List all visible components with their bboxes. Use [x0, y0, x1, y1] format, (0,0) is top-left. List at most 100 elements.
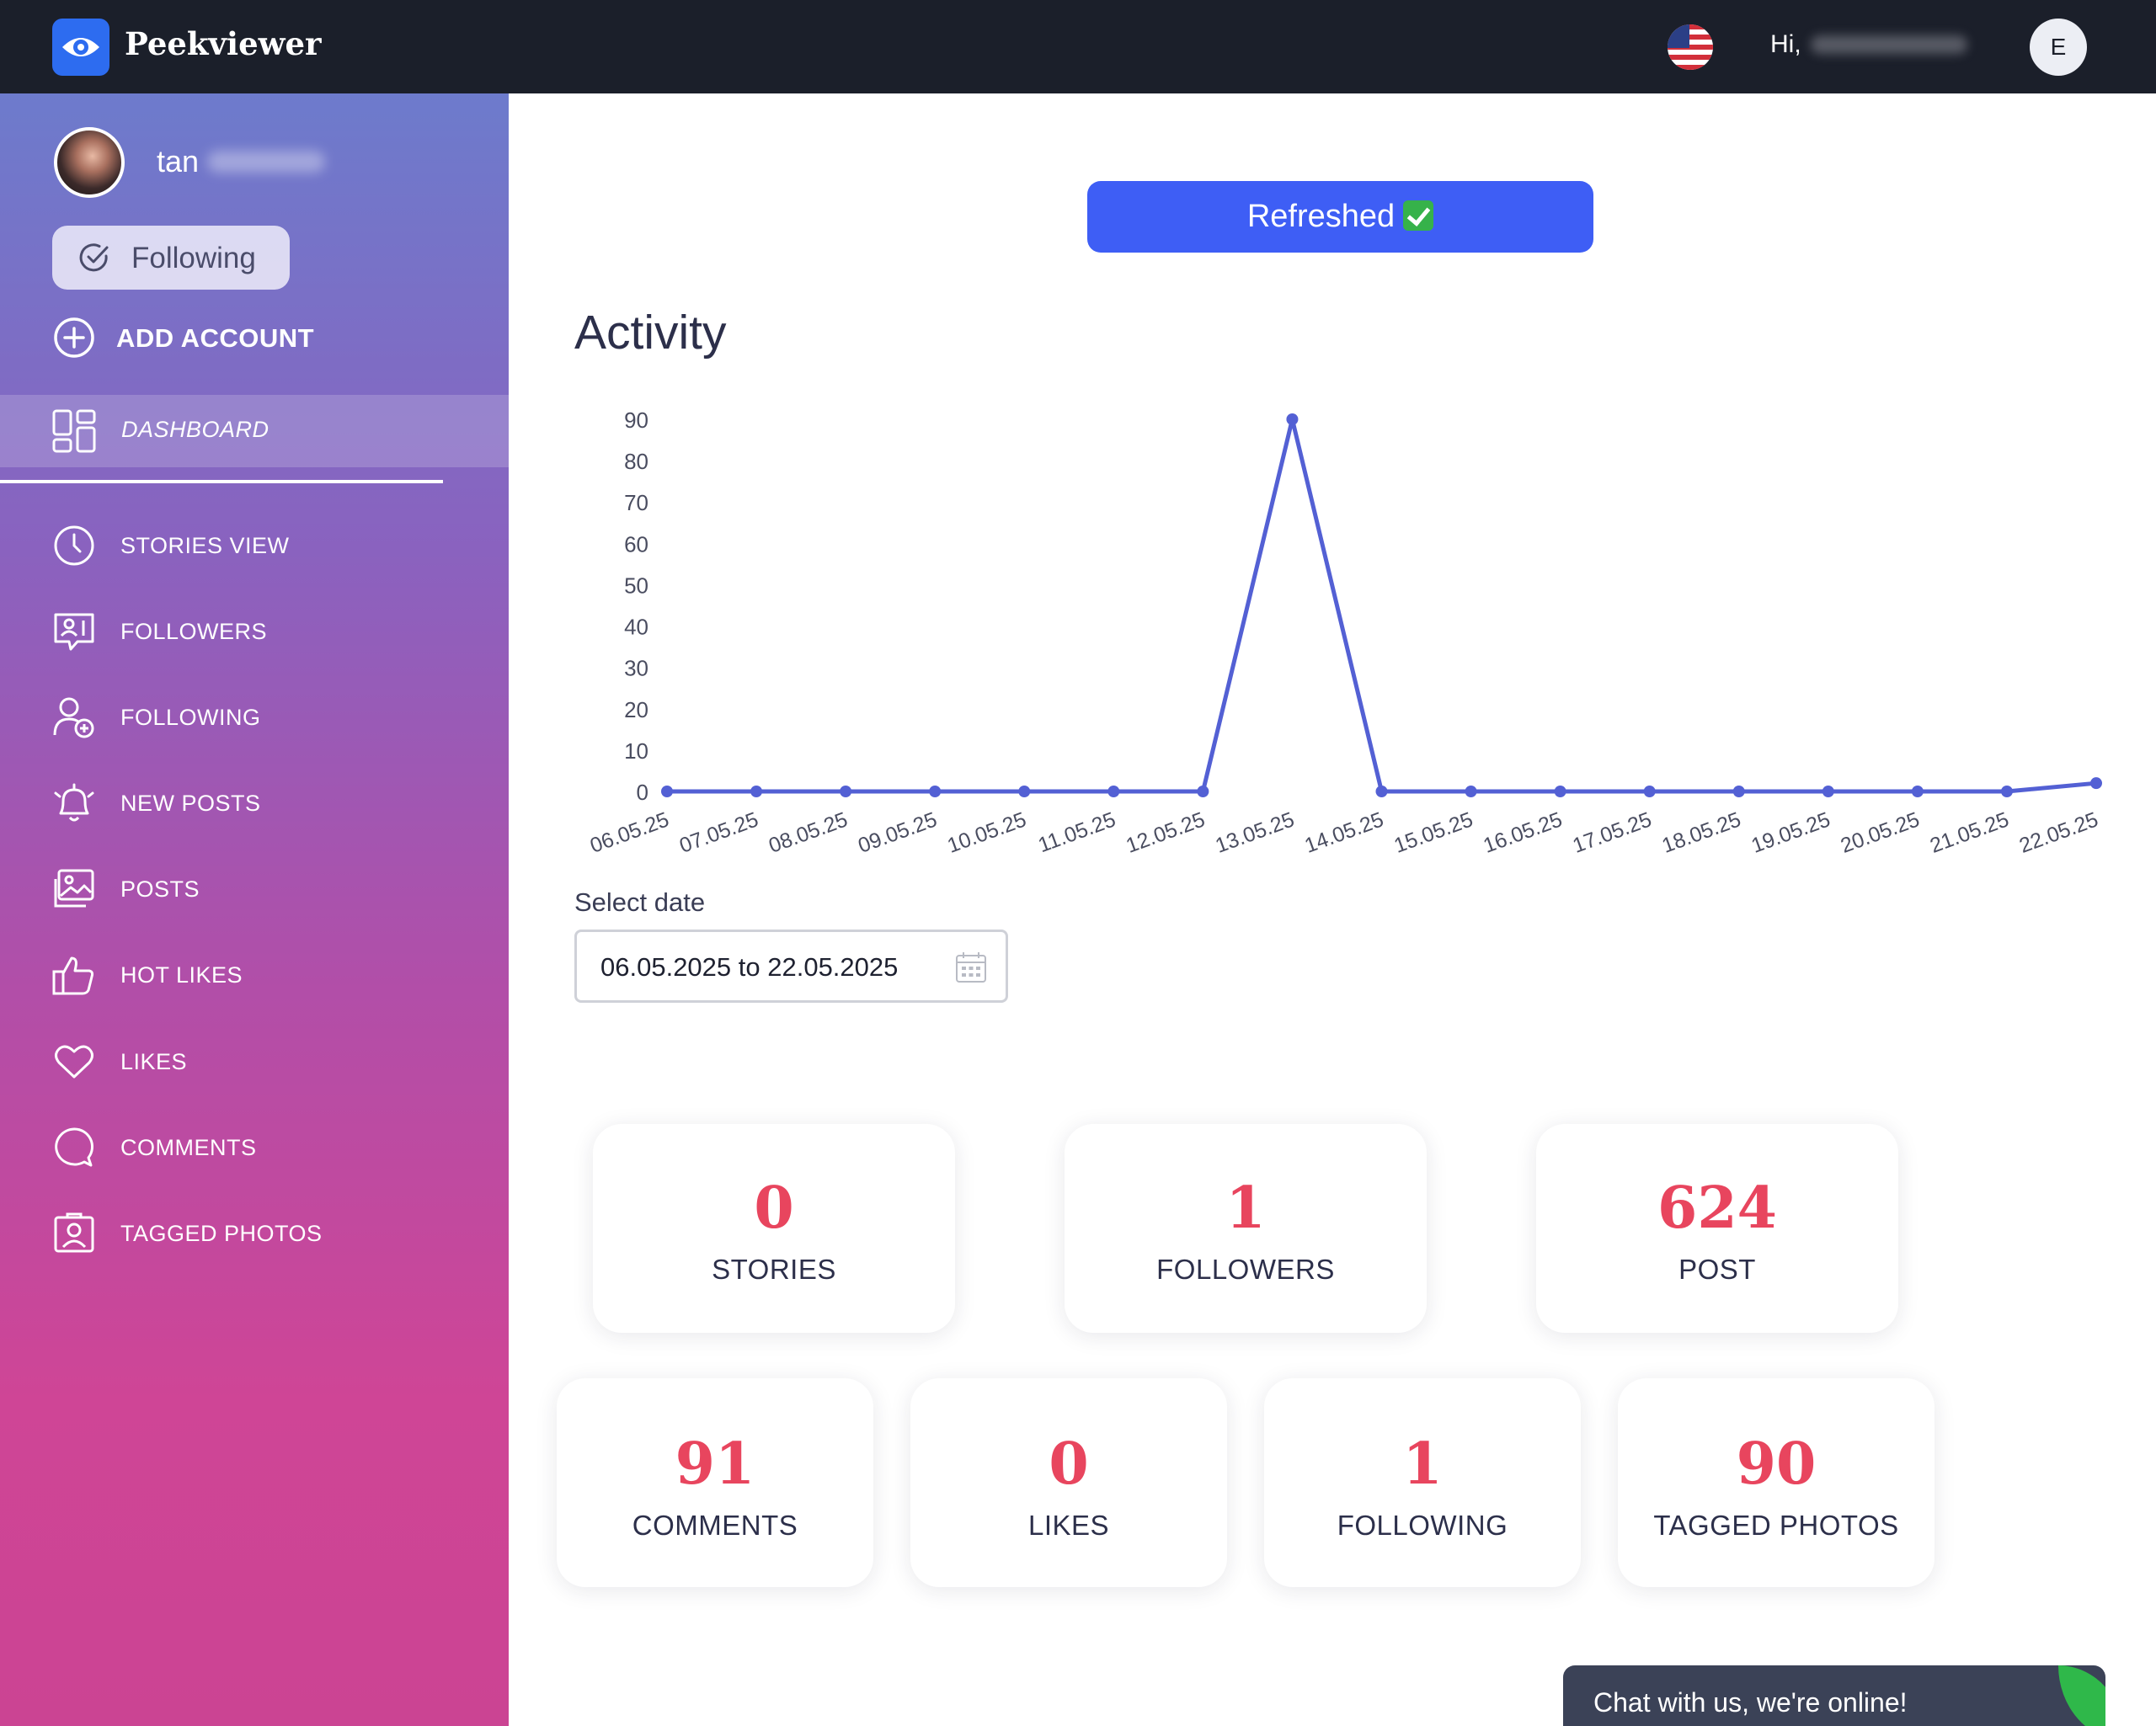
sidebar-item-following[interactable]: FOLLOWING	[52, 692, 456, 743]
data-point	[929, 786, 942, 797]
data-point	[750, 786, 763, 797]
y-tick-label: 30	[624, 656, 648, 681]
x-tick-label: 14.05.25	[1302, 807, 1387, 858]
sidebar-item-hot-likes[interactable]: HOT LIKES	[52, 950, 456, 1000]
x-tick-label: 13.05.25	[1212, 807, 1297, 858]
refresh-label: Refreshed	[1246, 199, 1396, 234]
stat-label: POST	[1678, 1254, 1756, 1285]
stat-label: COMMENTS	[632, 1510, 798, 1541]
following-button-label: Following	[131, 242, 256, 274]
stat-label: FOLLOWERS	[1156, 1254, 1335, 1285]
stat-label: LIKES	[1027, 1510, 1110, 1541]
y-tick-label: 10	[624, 738, 648, 764]
y-tick-label: 80	[624, 449, 648, 474]
stat-card-following[interactable]: 1 FOLLOWING	[1264, 1378, 1581, 1587]
sidebar-item-comments[interactable]: COMMENTS	[52, 1122, 456, 1173]
profile-name-blurred	[207, 151, 325, 173]
stat-value: 90	[1736, 1430, 1817, 1498]
check-mark-icon	[1403, 200, 1434, 231]
us-flag-icon[interactable]	[1668, 24, 1713, 70]
x-tick-label: 18.05.25	[1659, 807, 1744, 858]
sidebar-item-label: FOLLOWING	[120, 705, 261, 730]
x-tick-label: 09.05.25	[855, 807, 940, 858]
data-point	[1107, 786, 1120, 797]
sidebar-item-label: POSTS	[120, 876, 200, 902]
tagged-photo-icon	[54, 1212, 94, 1253]
stat-card-likes[interactable]: 0 LIKES	[910, 1378, 1227, 1587]
comment-icon	[55, 1127, 94, 1167]
date-range-value: 06.05.2025 to 22.05.2025	[600, 952, 899, 982]
y-tick-label: 20	[624, 697, 648, 722]
profile-name: tan	[157, 144, 200, 178]
x-tick-label: 12.05.25	[1123, 807, 1208, 858]
x-tick-label: 17.05.25	[1570, 807, 1655, 858]
x-tick-label: 22.05.25	[2016, 807, 2101, 858]
data-point	[661, 786, 673, 797]
stat-card-comments[interactable]: 91 COMMENTS	[557, 1378, 873, 1587]
y-tick-label: 40	[624, 615, 648, 640]
data-point	[1375, 786, 1388, 797]
x-tick-label: 10.05.25	[944, 807, 1029, 858]
x-tick-label: 08.05.25	[766, 807, 851, 858]
add-user-icon	[53, 697, 94, 738]
stat-card-tagged-photos[interactable]: 90 TAGGED PHOTOS	[1618, 1378, 1935, 1587]
data-point	[1822, 786, 1834, 797]
following-button[interactable]: Following	[52, 226, 290, 290]
x-tick-label: 20.05.25	[1838, 807, 1923, 858]
check-circle-icon	[79, 243, 109, 272]
followers-icon	[54, 613, 94, 651]
data-point	[2090, 777, 2102, 790]
brand-name[interactable]: Peekviewer	[125, 25, 322, 62]
user-avatar[interactable]: E	[2030, 19, 2087, 76]
profile-avatar[interactable]	[54, 127, 125, 198]
sidebar-item-label: TAGGED PHOTOS	[120, 1221, 323, 1246]
x-tick-label: 19.05.25	[1748, 807, 1833, 858]
sidebar-item-label: DASHBOARD	[121, 417, 270, 442]
x-tick-label: 06.05.25	[587, 807, 672, 858]
data-point	[2000, 786, 2013, 797]
data-point	[1911, 786, 1924, 797]
y-tick-label: 60	[624, 531, 648, 557]
stat-label: TAGGED PHOTOS	[1653, 1510, 1899, 1541]
x-tick-label: 11.05.25	[1035, 807, 1118, 857]
add-account-label: ADD ACCOUNT	[116, 323, 315, 353]
chat-widget[interactable]: Chat with us, we're online!	[1563, 1665, 2105, 1726]
stat-value: 0	[754, 1175, 794, 1242]
sidebar-item-label: HOT LIKES	[120, 962, 243, 988]
y-tick-label: 90	[624, 408, 648, 433]
data-point	[1197, 786, 1209, 797]
bell-icon	[54, 783, 94, 822]
data-point	[1018, 786, 1031, 797]
data-point	[1465, 786, 1477, 797]
stat-label: FOLLOWING	[1337, 1510, 1508, 1541]
image-icon	[54, 869, 94, 908]
sidebar-item-new-posts[interactable]: NEW POSTS	[52, 778, 456, 828]
y-tick-label: 50	[624, 573, 648, 598]
sidebar-item-label: STORIES VIEW	[120, 533, 290, 558]
x-tick-label: 15.05.25	[1391, 807, 1476, 858]
stat-card-posts[interactable]: 624 POST	[1536, 1124, 1898, 1333]
sidebar-item-stories-view[interactable]: STORIES VIEW	[52, 520, 456, 571]
date-range-input[interactable]: 06.05.2025 to 22.05.2025	[574, 930, 1008, 1003]
stat-card-stories[interactable]: 0 STORIES	[593, 1124, 955, 1333]
sidebar-item-label: FOLLOWERS	[120, 619, 268, 644]
data-point	[1732, 786, 1745, 797]
x-tick-label: 16.05.25	[1481, 807, 1566, 858]
top-bar: Peekviewer Hi, E	[0, 0, 2156, 93]
eye-icon[interactable]	[52, 19, 109, 76]
stat-value: 624	[1657, 1175, 1777, 1242]
stat-card-followers[interactable]: 1 FOLLOWERS	[1065, 1124, 1427, 1333]
sidebar-item-posts[interactable]: POSTS	[52, 864, 456, 914]
calendar-icon[interactable]	[954, 951, 988, 984]
stat-value: 91	[675, 1430, 755, 1498]
sidebar-item-tagged-photos[interactable]: TAGGED PHOTOS	[52, 1208, 456, 1259]
select-date-label: Select date	[574, 887, 706, 917]
sidebar-item-likes[interactable]: LIKES	[52, 1036, 456, 1087]
data-point	[840, 786, 852, 797]
stat-value: 1	[1402, 1430, 1443, 1498]
active-indicator	[0, 480, 443, 483]
refresh-button[interactable]: Refreshed	[1087, 181, 1593, 253]
sidebar-item-followers[interactable]: FOLLOWERS	[52, 606, 456, 657]
sidebar-item-dashboard[interactable]: DASHBOARD	[0, 395, 509, 467]
sidebar-item-label: COMMENTS	[120, 1135, 257, 1160]
